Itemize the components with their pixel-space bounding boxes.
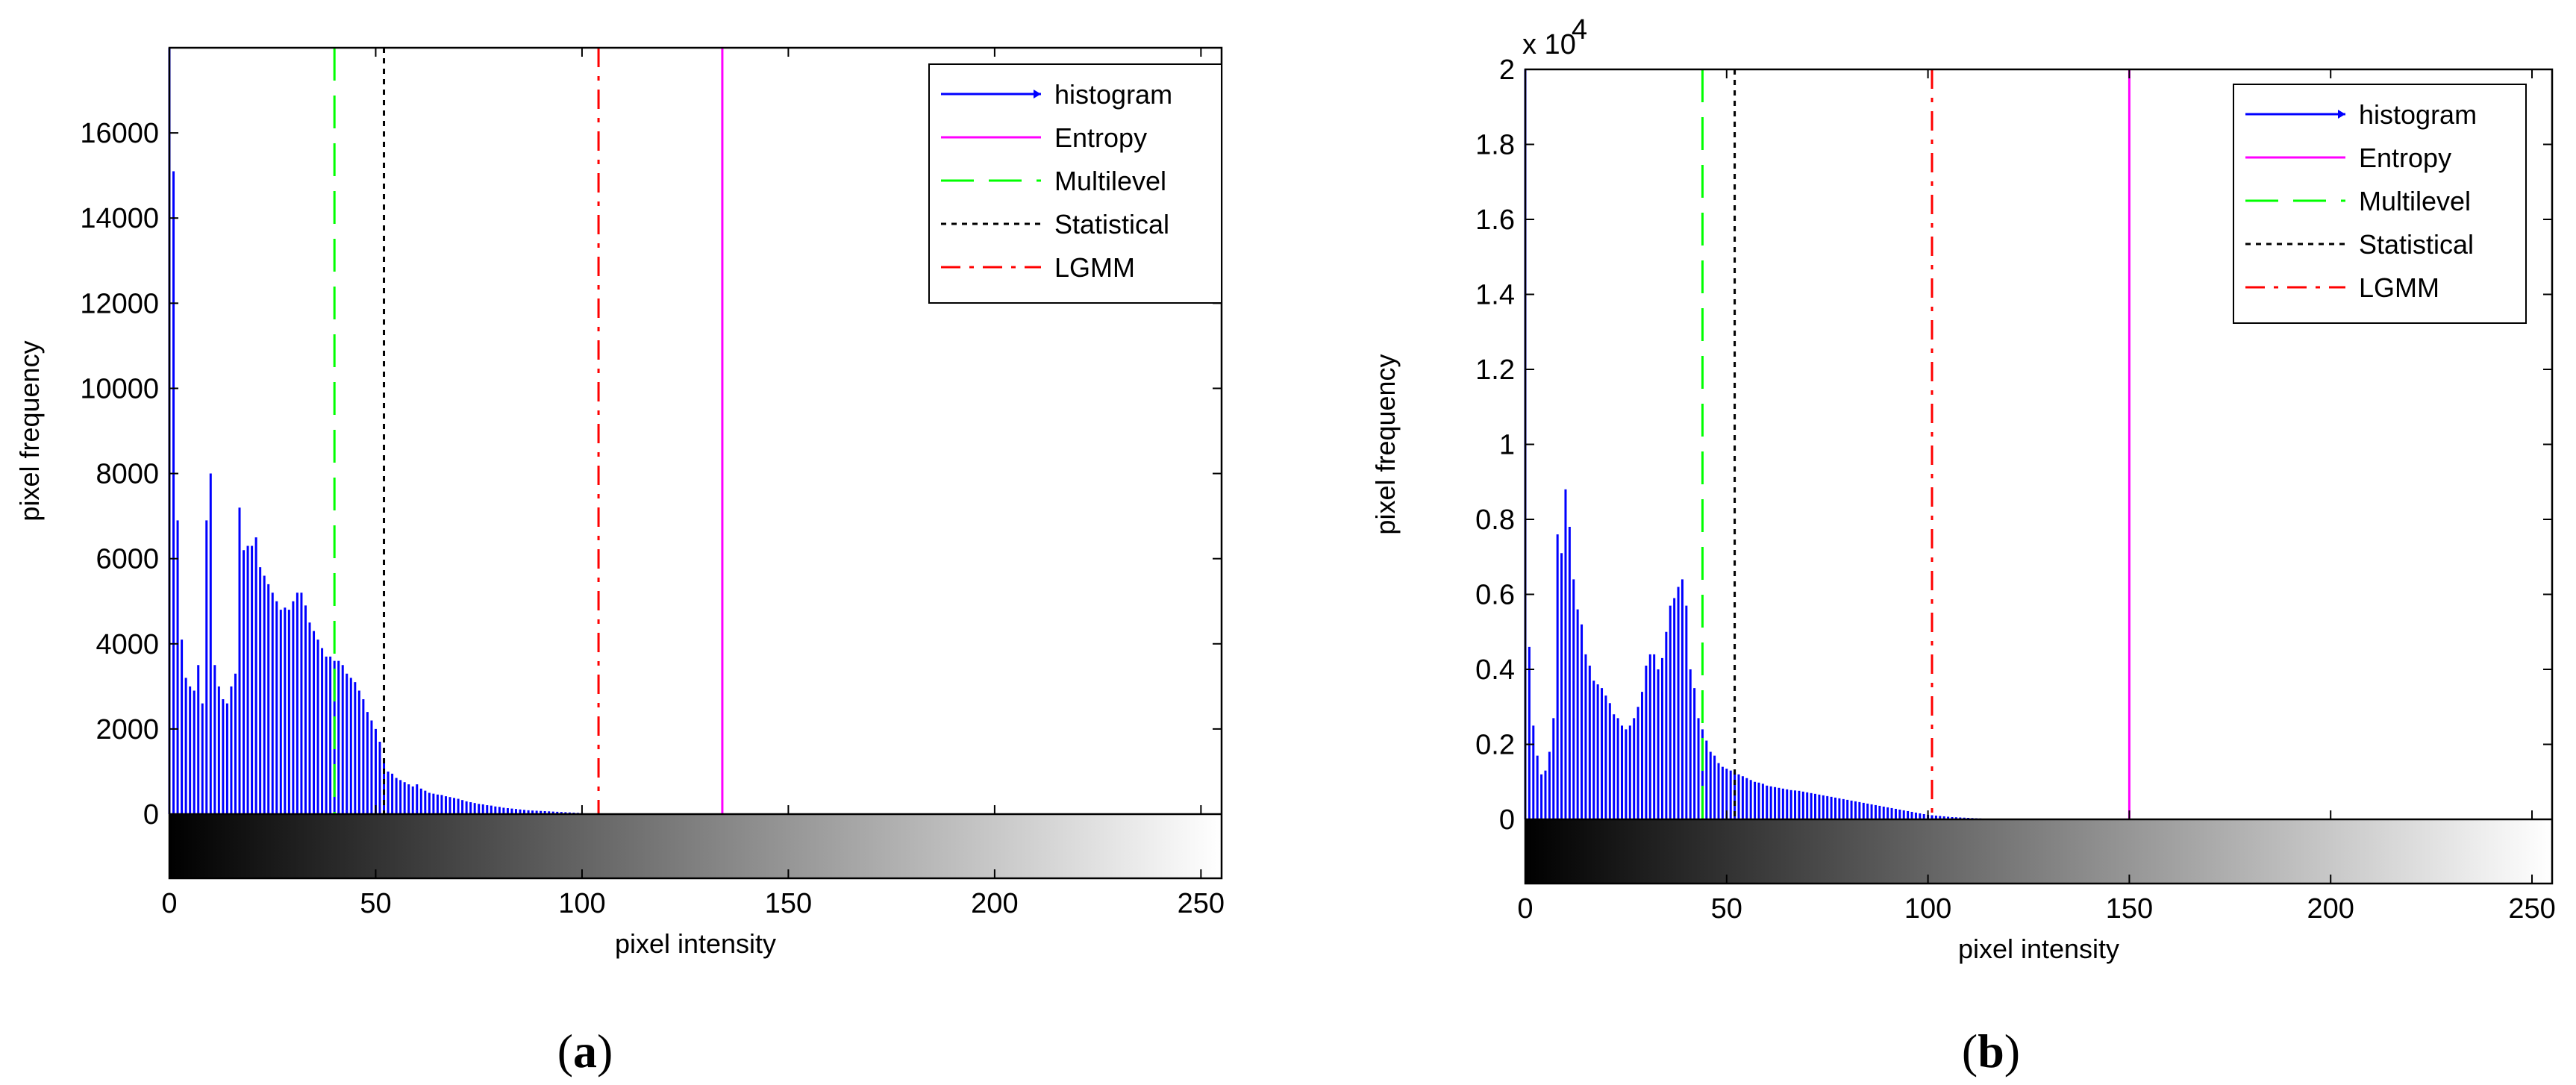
histogram-panel-b: 0 50 100 150 200 250 0 0.2 0.4 0.6 0.8 1 1.2 1.4 1.6 1.… [1370,14,2556,964]
legend-entry-label: Entropy [1054,122,1147,153]
legend-entry-label: Multilevel [1054,166,1166,196]
y-tick-label: 1.8 [1475,130,1515,161]
x-axis-label: pixel intensity [615,928,776,959]
x-tick-label: 200 [971,888,1018,919]
axes-box [168,46,1223,880]
y-tick-label: 14000 [80,203,159,234]
x-tick-label: 150 [765,888,812,919]
histogram-panel-a: 0 50 100 150 200 250 0 2000 4000 6000 8000 10000 120… [14,46,1225,959]
y-exponent-label: x 10 [1522,29,1576,60]
x-tick-label: 0 [1517,893,1533,925]
y-tick-label: 10000 [80,373,159,404]
x-tick-label: 0 [161,888,177,919]
y-tick-label: 0.2 [1475,730,1515,761]
x-tick-label: 100 [1904,893,1951,925]
y-tick-label: 6000 [96,544,159,575]
y-tick-label: 12000 [80,288,159,319]
y-exponent-power: 4 [1572,14,1587,46]
x-tick-label: 250 [2508,893,2555,925]
y-tick-label: 0.8 [1475,504,1515,536]
y-axis-label: pixel frequency [14,340,45,521]
y-tick-label: 16000 [80,118,159,149]
legend: histogram Entropy Multilevel Statistical LGM… [2233,84,2527,324]
legend-entry-label: Statistical [2359,229,2474,260]
y-tick-label: 4000 [96,629,159,660]
legend-entry-label: histogram [1054,79,1172,110]
y-axis-label: pixel frequency [1370,354,1401,534]
x-tick-label: 100 [558,888,605,919]
legend-entry-label: Multilevel [2359,186,2471,216]
x-tick-label: 50 [360,888,391,919]
x-tick-label: 50 [1711,893,1742,925]
y-tick-label: 0 [1499,804,1515,836]
x-tick-label: 150 [2106,893,2153,925]
legend-box [928,63,1222,304]
histogram-series [168,48,584,814]
y-tick-label: 2 [1499,54,1515,86]
y-tick-label: 0 [143,799,159,831]
y-tick-label: 0.6 [1475,580,1515,611]
legend-entry-label: Statistical [1054,209,1169,240]
y-tick-label: 1.6 [1475,204,1515,236]
y-tick-label: 0.4 [1475,654,1515,686]
x-tick-label: 250 [1178,888,1225,919]
y-tick-label: 1 [1499,430,1515,461]
legend-entry-label: Entropy [2359,143,2451,173]
y-tick-label: 8000 [96,459,159,490]
legend-entry-label: LGMM [1054,252,1135,283]
y-tick-label: 1.2 [1475,354,1515,386]
intensity-colorbar [169,814,1222,878]
legend-entry-label: histogram [2359,99,2477,130]
legend-swatch-marker [2338,110,2345,119]
y-tick-label: 1.4 [1475,280,1515,311]
panel-label-a: (a) [557,1025,613,1078]
y-tick-label: 2000 [96,714,159,745]
axes-box [1524,68,2554,885]
x-tick-label: 200 [2307,893,2354,925]
legend-box [2233,84,2527,324]
legend-swatch-marker [1034,90,1041,99]
legend: histogram Entropy Multilevel Statistical LGM… [928,63,1222,304]
intensity-colorbar [1525,819,2552,884]
panel-label-b: (b) [1962,1025,2020,1078]
legend-entry-label: LGMM [2359,272,2439,303]
x-axis-label: pixel intensity [1958,934,2119,964]
